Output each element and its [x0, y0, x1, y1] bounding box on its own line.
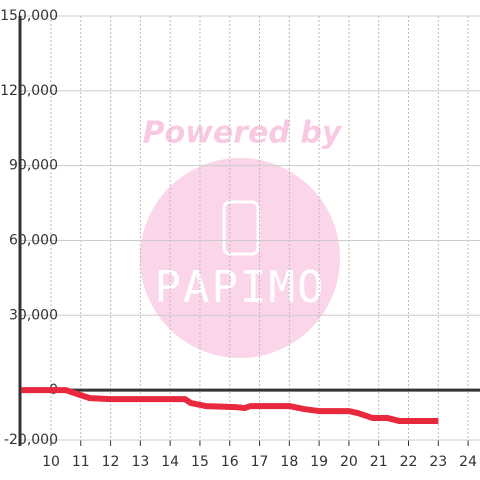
x-tick-label: 17: [251, 454, 269, 470]
x-tick-label: 14: [161, 454, 179, 470]
y-tick-label: 120,000: [0, 83, 58, 99]
y-tick-label: 150,000: [0, 8, 58, 24]
phone-icon: [222, 200, 260, 256]
x-tick-label: 18: [280, 454, 298, 470]
y-tick-label: -20,000: [4, 432, 58, 448]
watermark-text: Powered by: [143, 116, 343, 151]
x-tick-label: 22: [400, 454, 418, 470]
data-line: [21, 387, 439, 425]
x-tick-label: 20: [340, 454, 358, 470]
y-tick-label: 90,000: [9, 158, 58, 174]
y-tick-label: 60,000: [9, 232, 58, 248]
x-tick-label: 11: [72, 454, 90, 470]
x-tick-label: 23: [429, 454, 447, 470]
x-tick-label: 21: [370, 454, 388, 470]
x-tick-label: 24: [459, 454, 477, 470]
x-tick-label: 16: [221, 454, 239, 470]
y-tick-label: 30,000: [9, 307, 58, 323]
x-tick-label: 13: [131, 454, 149, 470]
x-tick-label: 10: [42, 454, 60, 470]
x-tick-label: 12: [102, 454, 120, 470]
watermark-circle: [140, 158, 340, 358]
x-tick-label: 19: [310, 454, 328, 470]
watermark: Powered by PAPIMO: [140, 116, 343, 358]
watermark-logo: PAPIMO: [155, 262, 326, 313]
x-tick-label: 15: [191, 454, 209, 470]
